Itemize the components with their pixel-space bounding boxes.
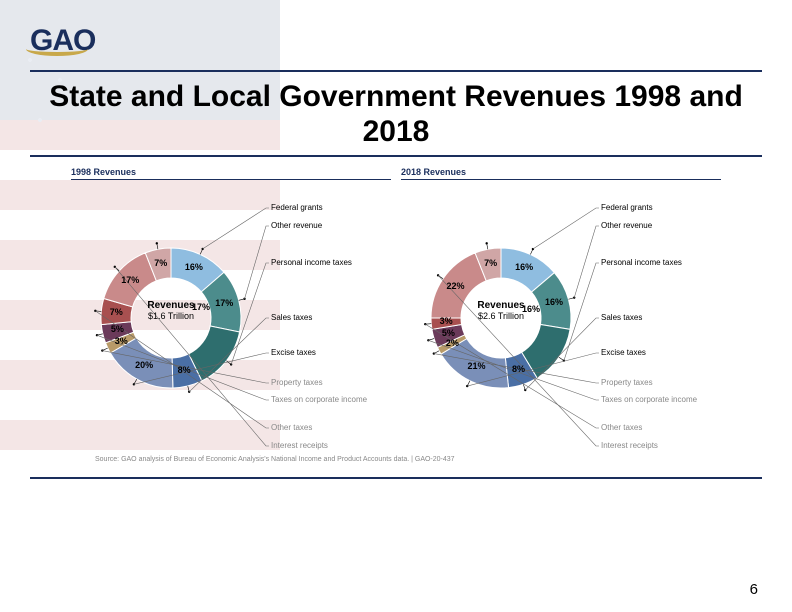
logo-swoosh (26, 42, 88, 56)
legend-item-other_revenue: Other revenue (271, 222, 322, 231)
slice-pct-personal_income: 17% (189, 302, 213, 312)
legend-item-federal_grants: Federal grants (601, 204, 653, 213)
slice-pct-property_taxes: 3% (109, 336, 133, 346)
slice-pct-pad: 7% (479, 258, 503, 268)
slice-pct-interest: 22% (443, 281, 467, 291)
legend-item-federal_grants: Federal grants (271, 204, 323, 213)
gao-logo: GAO (30, 24, 150, 64)
slice-pct-corp_taxes: 5% (436, 328, 460, 338)
slice-pct-other_revenue: 17% (212, 298, 236, 308)
legend-item-other_revenue: Other revenue (601, 222, 652, 231)
legend-item-sales_taxes: Sales taxes (271, 314, 312, 323)
chart-panel: 1998 RevenuesRevenues$1.6 Trillion16%17%… (71, 167, 391, 448)
slice-pct-federal_grants: 16% (512, 262, 536, 272)
slice-pct-other_revenue: 16% (542, 297, 566, 307)
legend-item-property_taxes: Property taxes (601, 379, 653, 388)
slice-pct-excise_taxes: 21% (465, 361, 489, 371)
slice-pct-interest: 17% (118, 275, 142, 285)
slice-pct-excise_taxes: 20% (132, 360, 156, 370)
legend-item-personal_income: Personal income taxes (601, 259, 682, 268)
donut-area: Revenues$1.6 Trillion16%17%17%8%20%3%5%7… (71, 188, 271, 448)
panel-body: Revenues$1.6 Trillion16%17%17%8%20%3%5%7… (71, 188, 391, 448)
slice-pct-other_taxes: 3% (434, 316, 458, 326)
slice-pct-federal_grants: 16% (182, 262, 206, 272)
slice-pct-sales_taxes: 8% (172, 365, 196, 375)
slice-pct-corp_taxes: 5% (105, 324, 129, 334)
legend-item-property_taxes: Property taxes (271, 379, 323, 388)
chart-panel: 2018 RevenuesRevenues$2.6 Trillion16%16%… (401, 167, 721, 448)
legend-area: Federal grants Other revenue Personal inco… (271, 188, 391, 448)
panel-body: Revenues$2.6 Trillion16%16%16%8%21%2%5%3… (401, 188, 721, 448)
slide-content: GAO State and Local Government Revenues … (0, 0, 792, 479)
charts-row: 1998 RevenuesRevenues$1.6 Trillion16%17%… (0, 167, 792, 448)
slice-pct-property_taxes: 2% (440, 338, 464, 348)
slice-pct-personal_income: 16% (519, 304, 543, 314)
legend-item-personal_income: Personal income taxes (271, 259, 352, 268)
legend-item-corp_taxes: Taxes on corporate income (271, 396, 367, 405)
legend-item-other_taxes: Other taxes (271, 424, 312, 433)
legend-item-sales_taxes: Sales taxes (601, 314, 642, 323)
legend-item-interest: Interest receipts (601, 442, 658, 451)
legend-item-interest: Interest receipts (271, 442, 328, 451)
page-title: State and Local Government Revenues 1998… (0, 72, 792, 155)
panel-title: 2018 Revenues (401, 167, 721, 180)
source-note: Source: GAO analysis of Bureau of Econom… (0, 448, 792, 463)
legend-item-excise_taxes: Excise taxes (601, 349, 646, 358)
legend-item-other_taxes: Other taxes (601, 424, 642, 433)
donut-area: Revenues$2.6 Trillion16%16%16%8%21%2%5%3… (401, 188, 601, 448)
legend-item-excise_taxes: Excise taxes (271, 349, 316, 358)
panel-title: 1998 Revenues (71, 167, 391, 180)
divider-footer (30, 477, 762, 479)
slice-pct-pad: 7% (149, 258, 173, 268)
header: GAO (0, 0, 792, 70)
slice-pct-other_taxes: 7% (104, 307, 128, 317)
divider-under-title (30, 155, 762, 157)
legend-item-corp_taxes: Taxes on corporate income (601, 396, 697, 405)
slice-pct-sales_taxes: 8% (507, 364, 531, 374)
legend-area: Federal grants Other revenue Personal inco… (601, 188, 721, 448)
page-number: 6 (750, 581, 758, 598)
